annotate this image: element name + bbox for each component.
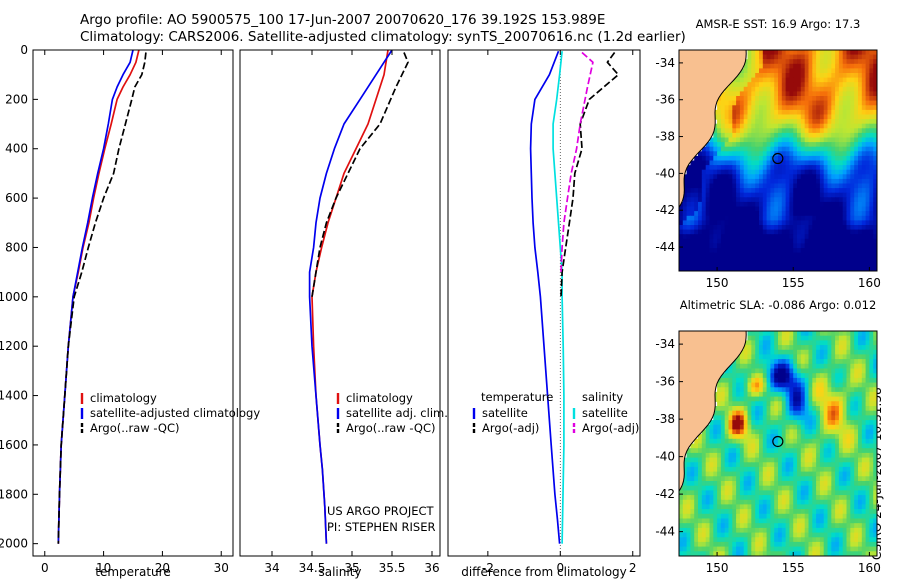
sla_map-coastline [679,331,747,493]
temperature-series-argo-raw-qc- [57,52,147,544]
temperature-ytick-label: 1600 [0,438,28,452]
temperature-axes-frame [32,49,234,557]
sla_map-ytick-label: -36 [655,375,675,389]
salinity-xlabel: salinity [318,565,361,579]
sst_map-field [679,50,877,271]
salinity-xtick-label: 34 [264,561,279,575]
temperature-xtick-label: 10 [96,561,111,575]
sla_map-argo-marker [772,435,784,448]
temperature-ytick-label: 1000 [0,290,28,304]
sst_map-ytick-label: -36 [655,93,675,107]
project-pi: PI: STEPHEN RISER [327,520,436,534]
sla_map-ytick-label: -38 [655,412,675,426]
legend-diff-temp-satellite: satellite [482,406,528,420]
sla_map-xtick-label: 160 [858,561,881,575]
sla_map-xtick-label: 150 [706,561,729,575]
temperature-ytick-label: 800 [5,240,28,254]
salinity-plot-area [240,50,440,556]
salinity-xtick-label: 35.5 [379,561,406,575]
sla_map-land [679,331,747,556]
project-note: US ARGO PROJECT [327,504,435,518]
legend-temp-satellite: satellite-adjusted climatology [90,406,260,420]
salinity-series-argo-raw-qc- [311,52,409,297]
sst_map-ytick-label: -38 [655,130,675,144]
temperature-ytick-label: 1800 [0,487,28,501]
sla_map-ytick-label: -42 [655,487,675,501]
temperature-xtick-label: 20 [155,561,170,575]
temperature-xtick-label: 0 [41,561,49,575]
temperature-xtick-label: 30 [214,561,229,575]
legend-sal-argo: Argo(..raw -QC) [346,421,436,435]
temperature-ytick-label: 200 [5,92,28,106]
temperature-ytick-label: 2000 [0,537,28,551]
legend-sal-satellite: satellite adj. clim. [346,406,448,420]
sla_map-frame [678,330,878,557]
legend-diff-heading-salinity: salinity [582,390,623,404]
difference-xtick-label: 2 [629,561,637,575]
temperature-ytick-label: 400 [5,142,28,156]
sla_map-xtick-label: 155 [782,561,805,575]
sla_map-ytick-label: -40 [655,450,675,464]
sst_map-xtick-label: 160 [858,276,881,290]
sst_map-argo-marker [772,152,784,165]
difference-axes-frame [447,49,641,557]
sst_map-land [679,50,747,271]
temperature-ytick-label: 0 [20,43,28,57]
salinity-axes-frame [239,49,441,557]
difference-series-salinity-argo-adj- [560,51,594,273]
legend-temp-climatology: climatology [90,391,157,405]
salinity-xtick-label: 34.5 [299,561,326,575]
legend-temp-argo: Argo(..raw -QC) [90,421,180,435]
legend-diff-sal-argo: Argo(-adj) [582,421,639,435]
legend-diff-heading-temperature: temperature [481,390,553,404]
temperature-ytick-label: 1400 [0,389,28,403]
sst_map-coastline [679,50,747,209]
sst_map-frame [678,49,878,272]
difference-xlabel: difference from climatology [461,565,627,579]
difference-plot-area [448,50,640,556]
sla_map-ytick-label: -34 [655,337,675,351]
temperature-xlabel: temperature [95,565,170,579]
difference-xtick-label: -2 [482,561,494,575]
legend-diff-temp-argo: Argo(-adj) [482,421,539,435]
difference-xtick-label: 0 [556,561,564,575]
sst_map-ytick-label: -34 [655,56,675,70]
sst_map-xtick-label: 150 [706,276,729,290]
chart-title-line1: Argo profile: AO 5900575_100 17-Jun-2007… [80,12,606,28]
legend-diff-sal-satellite: satellite [582,406,628,420]
difference-series-salinity-satellite [552,51,565,544]
salinity-series-satellite-adj-clim- [308,49,393,544]
difference-series-temperature-satellite [529,50,561,544]
sst_map-title: AMSR-E SST: 16.9 Argo: 17.3 [696,17,861,31]
sst_map-xtick-label: 155 [782,276,805,290]
sla_map-ytick-label: -44 [655,525,675,539]
salinity-xtick-label: 36 [424,561,439,575]
sla_map-field [679,331,877,556]
temperature-ytick-label: 1200 [0,339,28,353]
temperature-plot-area [33,50,233,556]
sst_map-ytick-label: -42 [655,203,675,217]
salinity-xtick-label: 35 [344,561,359,575]
sst_map-ytick-label: -44 [655,240,675,254]
chart-title-line2: Climatology: CARS2006. Satellite-adjuste… [80,29,686,45]
temperature-ytick-label: 600 [5,191,28,205]
sla_map-title: Altimetric SLA: -0.086 Argo: 0.012 [680,298,877,312]
sst_map-ytick-label: -40 [655,166,675,180]
legend-sal-climatology: climatology [346,391,413,405]
